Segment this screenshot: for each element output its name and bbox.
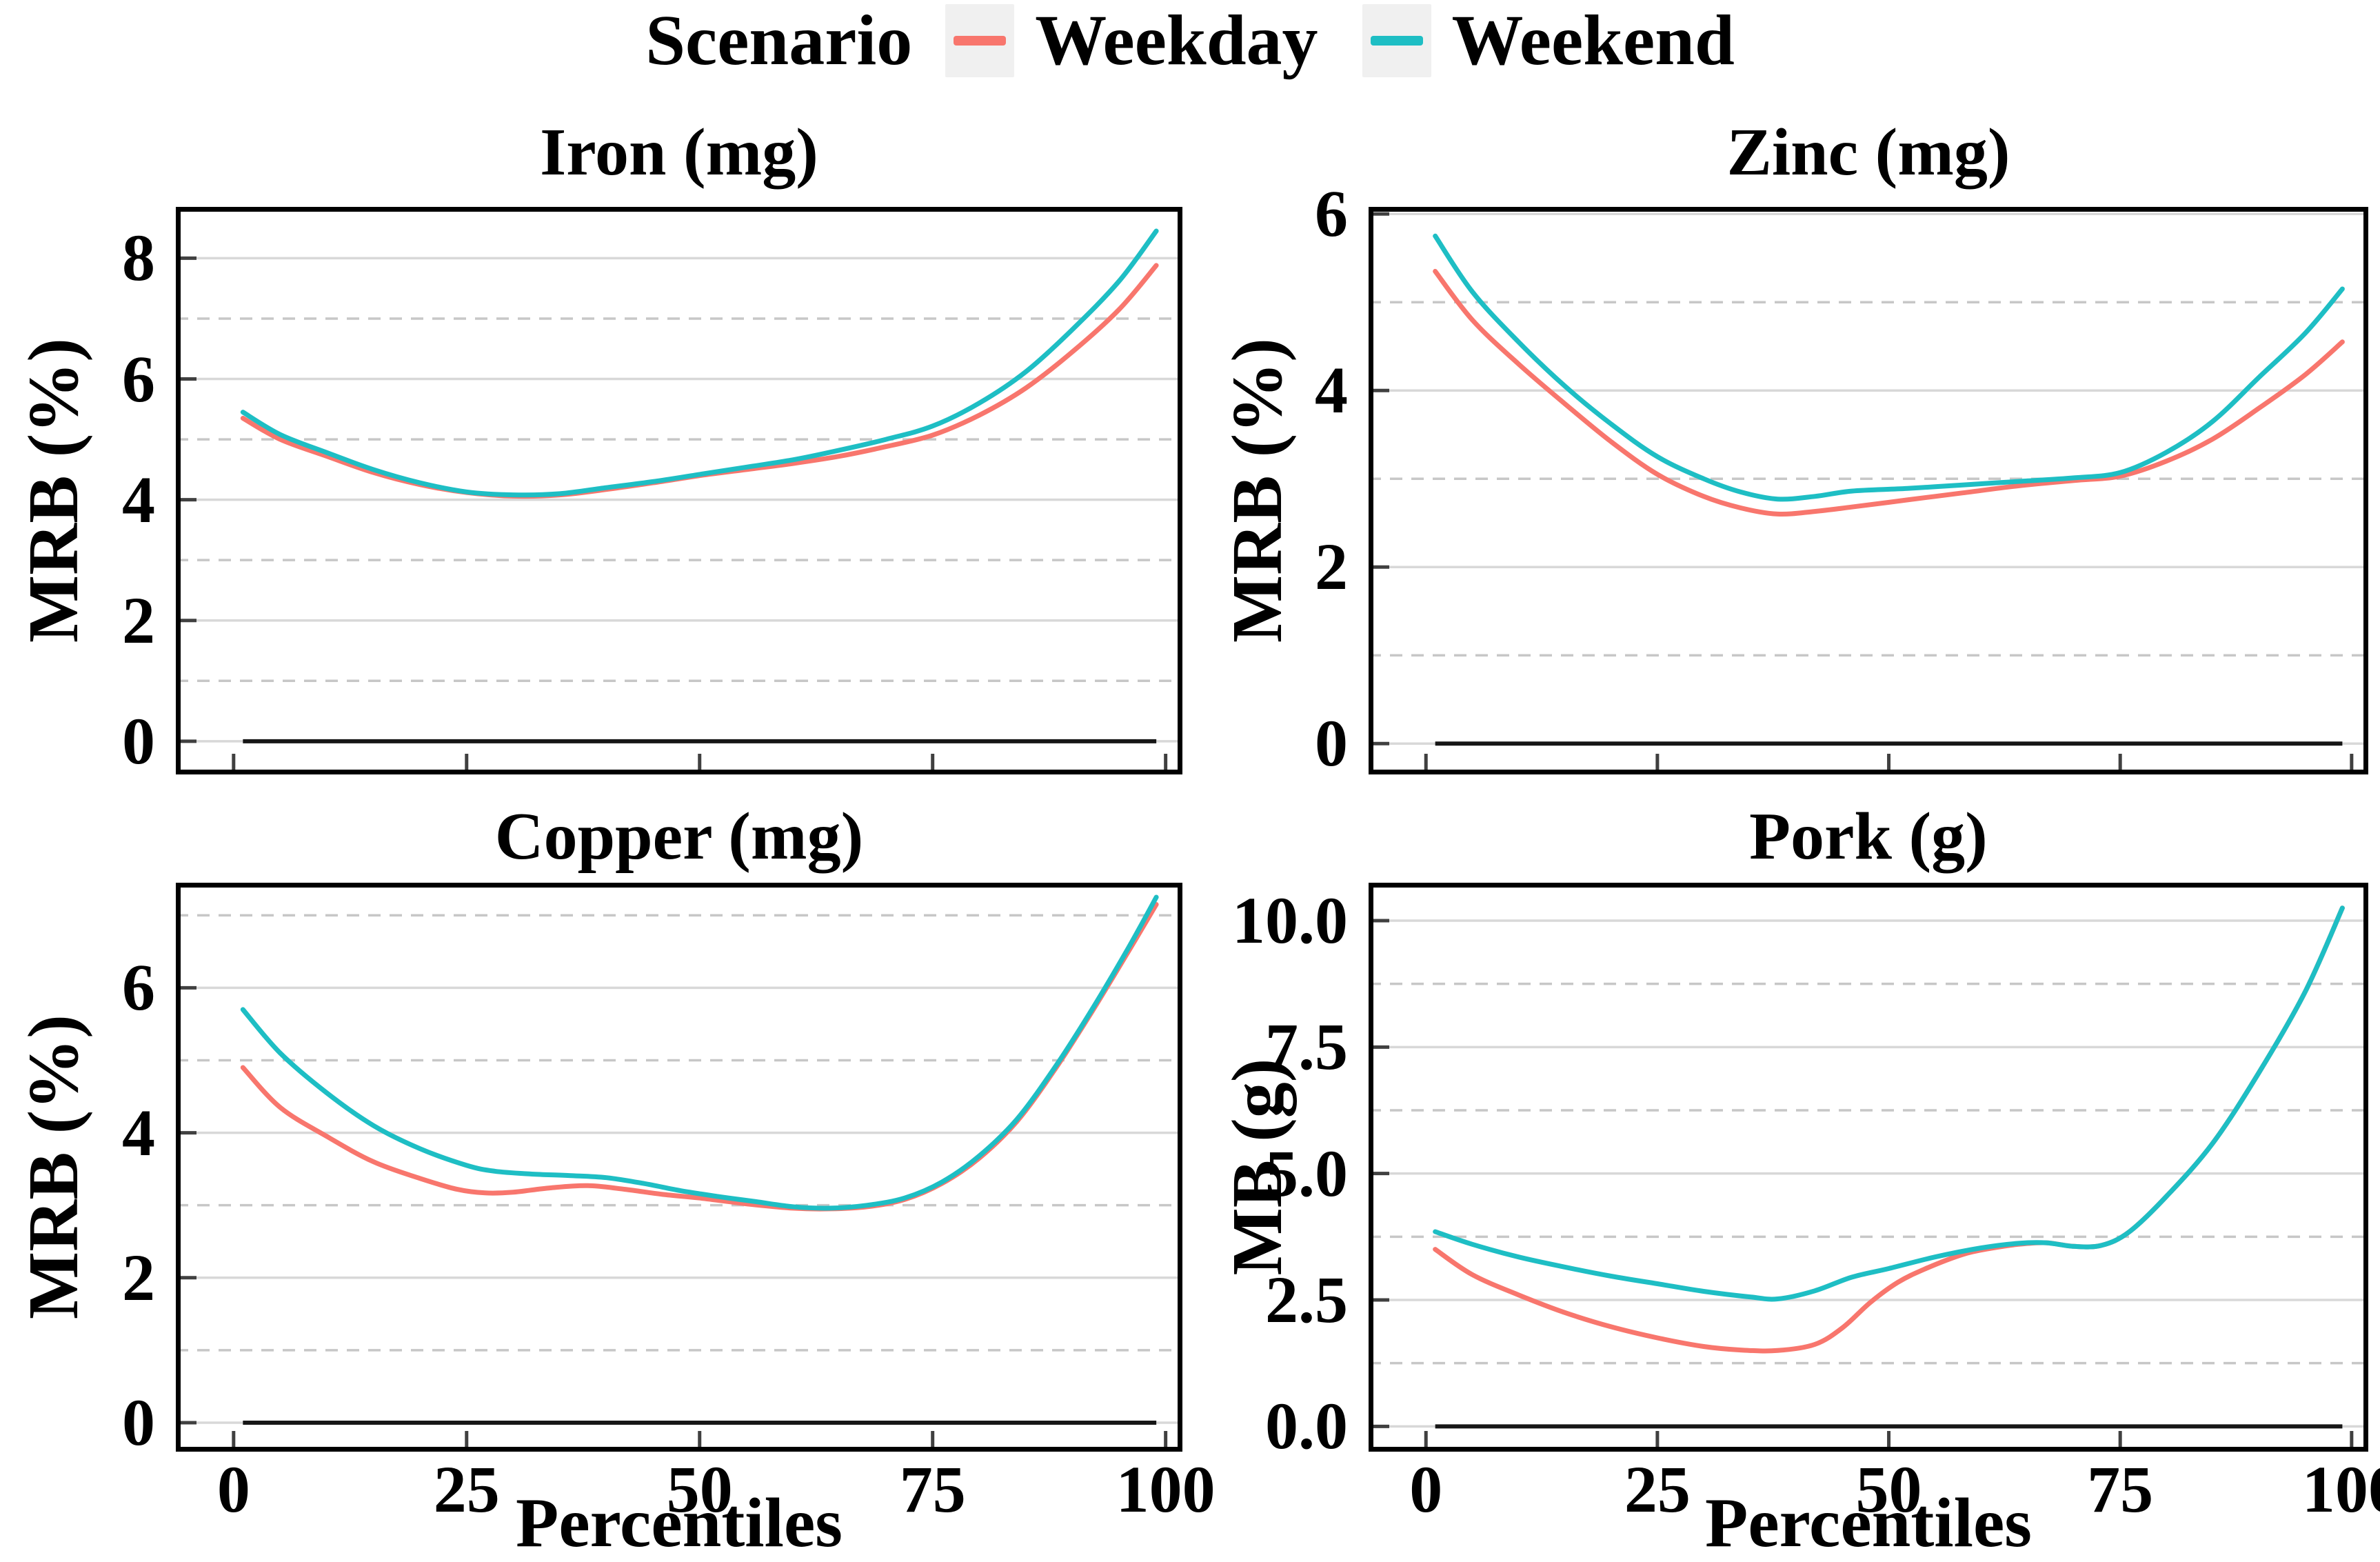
x-tick-label: 0	[216, 1452, 250, 1526]
legend-item-weekend: Weekend	[1362, 4, 1735, 77]
chart-panel-pork	[1369, 883, 2368, 1452]
x-tick-label: 25	[1624, 1452, 1691, 1526]
x-tick-label: 75	[899, 1452, 966, 1526]
chart-panel-zinc	[1369, 207, 2368, 774]
weekday-line-swatch-icon	[954, 36, 1007, 46]
y-tick-label: 4	[1315, 353, 1348, 428]
y-tick-label: 6	[122, 341, 155, 416]
legend: Scenario Weekday Weekend	[0, 4, 2380, 77]
x-tick-label: 25	[433, 1452, 500, 1526]
legend-title: Scenario	[645, 1, 913, 80]
chart-panel-copper	[176, 883, 1182, 1452]
chart-title-zinc: Zinc (mg)	[1726, 115, 2010, 190]
chart-title-pork: Pork (g)	[1749, 799, 1988, 874]
y-tick-label: 6	[122, 950, 155, 1025]
y-tick-label: 4	[122, 462, 155, 537]
legend-label-weekend: Weekend	[1451, 1, 1735, 80]
y-tick-label: 0	[122, 1385, 155, 1459]
y-tick-label: 5.0	[1265, 1136, 1348, 1210]
chart-title-copper: Copper (mg)	[494, 799, 864, 874]
x-tick-label: 75	[2087, 1452, 2154, 1526]
y-tick-label: 0	[122, 703, 155, 778]
y-tick-label: 0	[1315, 706, 1348, 781]
y-tick-label: 0.0	[1265, 1389, 1348, 1463]
x-tick-label: 0	[1409, 1452, 1443, 1526]
weekend-line-swatch-icon	[1370, 36, 1423, 46]
y-tick-label: 2	[122, 583, 155, 657]
chart-title-iron: Iron (mg)	[540, 115, 818, 190]
x-tick-label: 100	[2301, 1452, 2380, 1526]
y-tick-label: 2.5	[1265, 1263, 1348, 1336]
x-axis-label-pork: Percentiles	[1705, 1484, 2032, 1562]
x-tick-label: 50	[1855, 1452, 1922, 1526]
legend-item-weekday: Weekday	[945, 4, 1318, 77]
x-tick-label: 50	[666, 1452, 733, 1526]
x-axis-label-copper: Percentiles	[516, 1484, 843, 1562]
y-tick-label: 6	[1315, 177, 1348, 251]
legend-label-weekday: Weekday	[1035, 1, 1318, 80]
x-tick-label: 100	[1116, 1452, 1216, 1526]
y-tick-label: 4	[122, 1095, 155, 1170]
legend-key-weekend	[1362, 4, 1431, 77]
y-tick-label: 8	[122, 221, 155, 295]
legend-key-weekday	[945, 4, 1015, 77]
y-tick-label: 7.5	[1265, 1010, 1348, 1084]
chart-panel-iron	[176, 207, 1182, 774]
y-tick-label: 2	[1315, 530, 1348, 604]
y-tick-label: 10.0	[1232, 883, 1348, 957]
y-tick-label: 2	[122, 1240, 155, 1314]
